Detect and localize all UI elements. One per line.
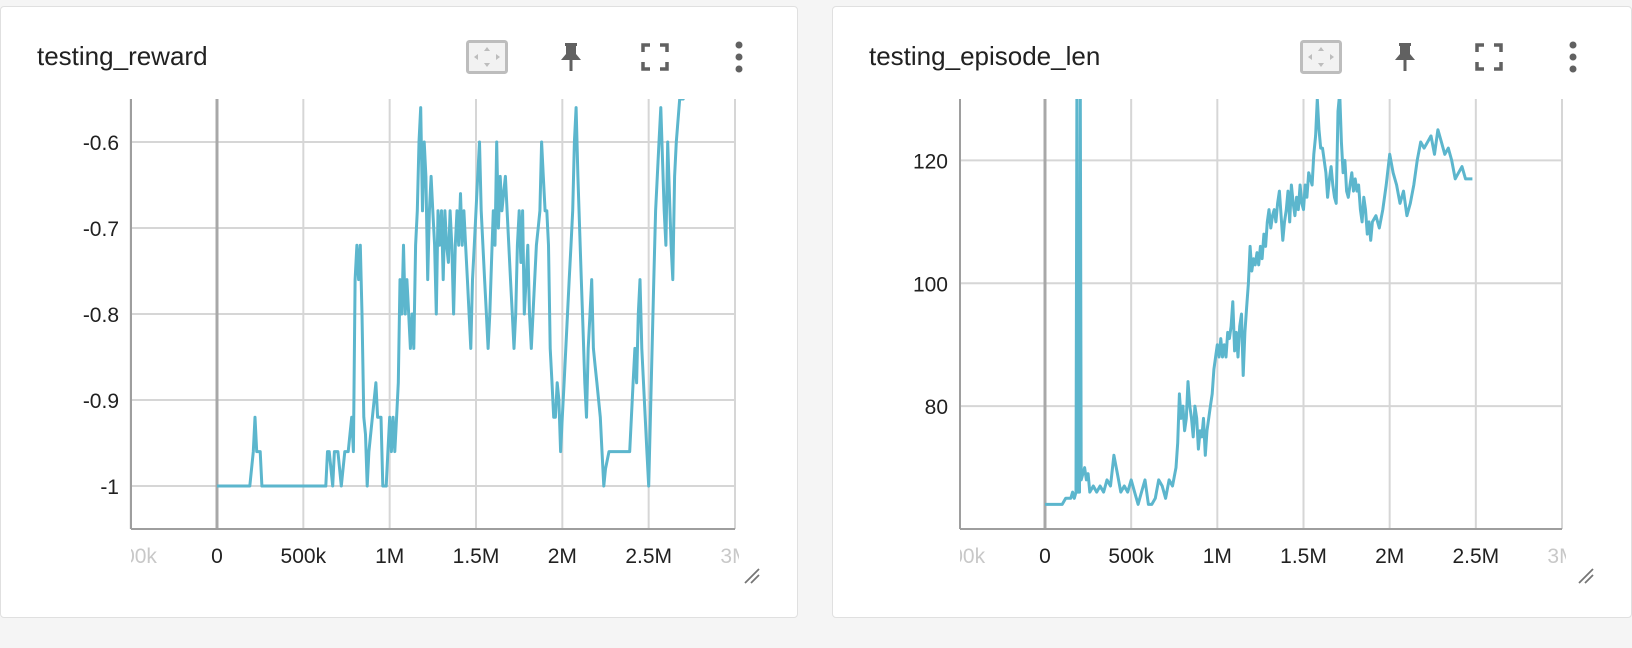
- y-tick-label: 60: [925, 519, 948, 542]
- fullscreen-button[interactable]: [1467, 39, 1511, 75]
- fullscreen-icon: [641, 43, 669, 71]
- y-tick-label: 120: [913, 150, 948, 173]
- resize-handle-icon[interactable]: [741, 565, 761, 585]
- card-title: testing_reward: [37, 41, 208, 71]
- x-tick-label: 0: [211, 545, 223, 568]
- y-tick-label: 100: [913, 273, 948, 296]
- more-options-button[interactable]: [717, 39, 761, 75]
- y-tick-label: -1: [100, 476, 119, 499]
- fit-domain-icon: [466, 40, 508, 74]
- chart-card-testing-episode-len: testing_episode_len: [832, 6, 1632, 618]
- y-tick-label: -0.6: [83, 132, 119, 155]
- pin-icon: [561, 43, 581, 71]
- fit-domain-button[interactable]: [465, 39, 509, 75]
- y-tick-label: -0.8: [83, 304, 119, 327]
- fit-domain-icon: [1300, 40, 1342, 74]
- chart-card-testing-reward: testing_reward: [0, 6, 798, 618]
- y-tick-label: -0.7: [83, 218, 119, 241]
- x-tick-label: 500k: [281, 545, 327, 568]
- x-tick-label: -500k: [104, 545, 157, 568]
- fullscreen-button[interactable]: [633, 39, 677, 75]
- grid: [960, 99, 1563, 530]
- card-toolbar: [1299, 39, 1595, 75]
- y-tick-label: 80: [925, 396, 948, 419]
- line-chart[interactable]: 60 80 100 120 -500k 0 500k 1M 1.5M 2M 2.5M 3M: [833, 7, 1632, 619]
- x-tick-label: 3M: [720, 545, 749, 568]
- more-vert-icon: [1569, 41, 1577, 73]
- x-tick-label: 2.5M: [1452, 545, 1499, 568]
- x-tick-label: 3M: [1547, 545, 1576, 568]
- fit-domain-button[interactable]: [1299, 39, 1343, 75]
- pin-button[interactable]: [549, 39, 593, 75]
- card-toolbar: [465, 39, 761, 75]
- grid: [129, 99, 736, 529]
- y-tick-label: -0.9: [83, 390, 119, 413]
- more-options-button[interactable]: [1551, 39, 1595, 75]
- x-tick-label: 1M: [375, 545, 404, 568]
- x-tick-label: -500k: [933, 545, 986, 568]
- card-title: testing_episode_len: [869, 41, 1101, 71]
- series-line: [1045, 99, 1473, 506]
- x-tick-label: 0: [1039, 545, 1051, 568]
- x-tick-label: 500k: [1108, 545, 1154, 568]
- line-chart[interactable]: -0.6 -0.7 -0.8 -0.9 -1 -500k 0 500k 1M 1.5M 2M 2.5M…: [1, 7, 799, 619]
- x-tick-label: 1.5M: [1280, 545, 1327, 568]
- x-tick-label: 2M: [1375, 545, 1404, 568]
- fullscreen-icon: [1475, 43, 1503, 71]
- x-tick-label: 2.5M: [625, 545, 672, 568]
- x-tick-label: 2M: [548, 545, 577, 568]
- pin-icon: [1395, 43, 1415, 71]
- x-tick-label: 1.5M: [453, 545, 500, 568]
- x-tick-label: 1M: [1203, 545, 1232, 568]
- pin-button[interactable]: [1383, 39, 1427, 75]
- series-line: [217, 99, 685, 488]
- more-vert-icon: [735, 41, 743, 73]
- resize-handle-icon[interactable]: [1575, 565, 1595, 585]
